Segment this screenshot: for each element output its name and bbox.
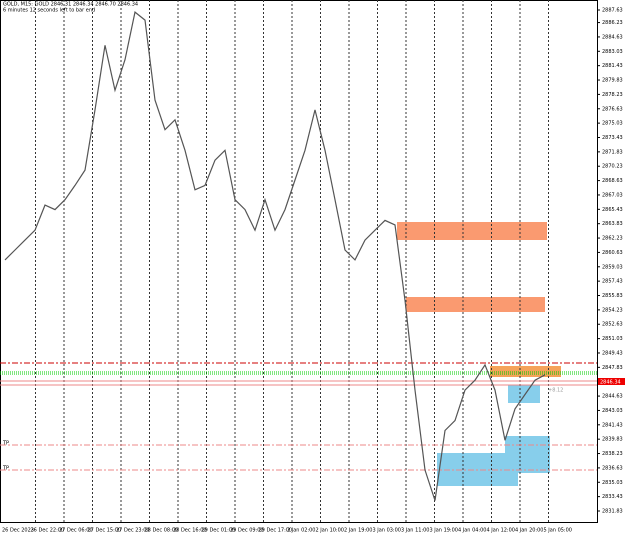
time-label: 29 Dec 17:00	[259, 528, 293, 534]
price-label: 2860.63	[602, 250, 623, 256]
price-label: 2859.03	[602, 264, 623, 270]
time-label: 27 Dec 15:00	[88, 528, 122, 534]
time-label: 29 Dec 09:00	[230, 528, 264, 534]
time-label: 3 Jan 19:00	[430, 528, 458, 534]
price-label: 2855.83	[602, 293, 623, 299]
time-label: 3 Jan 03:00	[373, 528, 401, 534]
price-label: 2833.43	[602, 494, 623, 500]
price-label: 2863.83	[602, 221, 623, 227]
price-label: 2854.23	[602, 307, 623, 313]
price-label: 2883.03	[602, 49, 623, 55]
price-label: 2839.83	[602, 437, 623, 443]
chart-frame	[0, 0, 598, 523]
price-label: 2844.63	[602, 394, 623, 400]
price-label: 2847.83	[602, 365, 623, 371]
price-label: 2865.43	[602, 207, 623, 213]
time-label: 28 Dec 08:00	[145, 528, 179, 534]
time-label: 2 Jan 02:00	[287, 528, 315, 534]
price-label: 2887.63	[602, 8, 623, 14]
price-tag	[598, 378, 625, 385]
profit-label: +8.12	[548, 388, 563, 394]
time-label: 2 Jan 10:00	[316, 528, 344, 534]
tp-label: TP	[2, 441, 9, 447]
price-label: 2886.23	[602, 20, 623, 26]
price-label: 2871.83	[602, 149, 623, 155]
time-label: 4 Jan 04:00	[458, 528, 486, 534]
price-label: 2851.03	[602, 336, 623, 342]
price-label: 2836.63	[602, 465, 623, 471]
time-label: 5 Jan 05:00	[544, 528, 572, 534]
price-line	[4, 11, 546, 501]
price-label: 2838.23	[602, 451, 623, 457]
price-label: 2857.43	[602, 279, 623, 285]
time-label: 27 Dec 06:00	[59, 528, 93, 534]
timer-line: 6 minutes 12 seconds left to bar end	[3, 8, 95, 14]
price-label: 2862.23	[602, 236, 623, 242]
zone	[490, 366, 561, 377]
time-label: 4 Jan 12:00	[487, 528, 515, 534]
price-label: 2879.83	[602, 78, 623, 84]
price-label: 2841.43	[602, 422, 623, 428]
price-label: 2835.03	[602, 480, 623, 486]
supply-zone	[397, 222, 547, 240]
time-label: 2 Jan 19:00	[344, 528, 372, 534]
price-label: 2852.63	[602, 322, 623, 328]
time-label: 27 Dec 23:00	[116, 528, 150, 534]
time-label: 4 Jan 20:00	[515, 528, 543, 534]
price-label: 2849.43	[602, 350, 623, 356]
price-label: 2831.83	[602, 509, 623, 515]
price-label: 2843.03	[602, 408, 623, 414]
price-label: 2878.23	[602, 92, 623, 98]
price-label: 2884.63	[602, 34, 623, 40]
price-label: 2868.63	[602, 178, 623, 184]
current-price: 2846.34	[600, 380, 621, 386]
price-label: 2873.43	[602, 135, 623, 141]
supply-zone	[406, 297, 545, 312]
price-label: 2870.23	[602, 164, 623, 170]
time-label: 28 Dec 16:00	[173, 528, 207, 534]
price-label: 2875.03	[602, 121, 623, 127]
time-label: 26 Dec 2023	[2, 528, 34, 534]
price-label: 2876.63	[602, 106, 623, 112]
tp-label: TP	[2, 466, 9, 472]
time-label: 3 Jan 11:00	[401, 528, 429, 534]
blue-zone	[508, 385, 540, 403]
symbol-line: GOLD, M15: GOLD 2846.31 2846.34 2846.70 …	[3, 2, 138, 8]
price-label: 2867.03	[602, 192, 623, 198]
time-label: 26 Dec 22:00	[31, 528, 65, 534]
time-label: 29 Dec 01:00	[202, 528, 236, 534]
price-label: 2881.43	[602, 63, 623, 69]
